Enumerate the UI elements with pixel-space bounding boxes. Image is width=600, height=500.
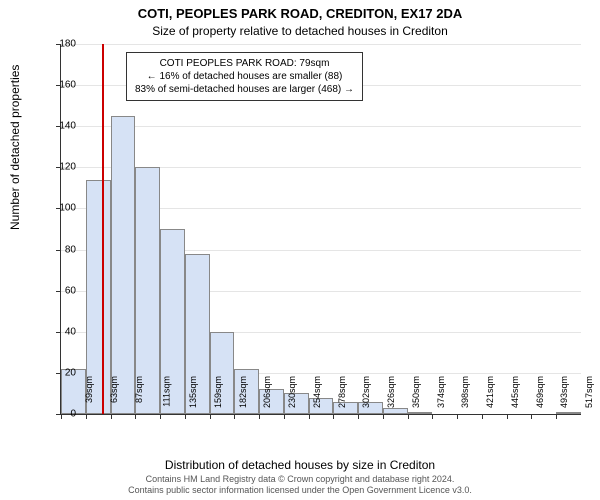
x-tick-label: 278sqm — [337, 376, 347, 408]
x-tick-label: 517sqm — [584, 376, 594, 408]
histogram-bar — [556, 412, 581, 414]
x-tick-mark — [408, 414, 409, 419]
x-tick-mark — [531, 414, 532, 419]
annotation-line1: COTI PEOPLES PARK ROAD: 79sqm — [135, 57, 354, 70]
x-tick-mark — [210, 414, 211, 419]
x-tick-label: 374sqm — [436, 376, 446, 408]
chart-container: COTI, PEOPLES PARK ROAD, CREDITON, EX17 … — [0, 0, 600, 500]
grid-line — [61, 44, 581, 45]
y-tick-label: 140 — [46, 121, 76, 132]
x-tick-label: 63sqm — [109, 376, 119, 403]
attribution-line1: Contains HM Land Registry data © Crown c… — [0, 474, 600, 485]
y-tick-label: 120 — [46, 162, 76, 173]
x-tick-label: 230sqm — [287, 376, 297, 408]
x-tick-mark — [432, 414, 433, 419]
chart-title-main: COTI, PEOPLES PARK ROAD, CREDITON, EX17 … — [0, 6, 600, 21]
histogram-bar — [111, 116, 136, 414]
grid-line — [61, 126, 581, 127]
x-tick-label: 206sqm — [262, 376, 272, 408]
x-tick-label: 398sqm — [460, 376, 470, 408]
attribution-line2: Contains public sector information licen… — [0, 485, 600, 496]
x-tick-label: 182sqm — [238, 376, 248, 408]
x-tick-label: 302sqm — [361, 376, 371, 408]
y-tick-label: 40 — [46, 326, 76, 337]
annotation-box: COTI PEOPLES PARK ROAD: 79sqm← 16% of de… — [126, 52, 363, 101]
y-tick-label: 20 — [46, 367, 76, 378]
x-tick-mark — [185, 414, 186, 419]
x-tick-label: 421sqm — [485, 376, 495, 408]
x-tick-mark — [482, 414, 483, 419]
x-tick-mark — [358, 414, 359, 419]
x-tick-mark — [457, 414, 458, 419]
x-tick-label: 39sqm — [84, 376, 94, 403]
chart-title-sub: Size of property relative to detached ho… — [0, 24, 600, 38]
y-tick-label: 80 — [46, 244, 76, 255]
x-tick-label: 111sqm — [162, 376, 172, 407]
x-tick-label: 135sqm — [188, 376, 198, 408]
histogram-bar — [383, 408, 408, 414]
x-tick-mark — [259, 414, 260, 419]
x-tick-mark — [309, 414, 310, 419]
y-tick-label: 100 — [46, 203, 76, 214]
y-tick-label: 60 — [46, 285, 76, 296]
x-tick-mark — [160, 414, 161, 419]
x-tick-mark — [507, 414, 508, 419]
x-tick-label: 445sqm — [510, 376, 520, 408]
x-tick-mark — [86, 414, 87, 419]
x-axis-label: Distribution of detached houses by size … — [0, 458, 600, 472]
attribution: Contains HM Land Registry data © Crown c… — [0, 474, 600, 496]
x-tick-label: 493sqm — [560, 376, 570, 408]
annotation-line2: ← 16% of detached houses are smaller (88… — [135, 70, 354, 83]
y-axis-label: Number of detached properties — [8, 65, 22, 230]
reference-line — [102, 44, 104, 414]
x-tick-mark — [556, 414, 557, 419]
y-tick-label: 0 — [46, 409, 76, 420]
x-tick-mark — [111, 414, 112, 419]
x-tick-label: 254sqm — [312, 376, 322, 408]
x-tick-mark — [135, 414, 136, 419]
x-tick-mark — [383, 414, 384, 419]
x-tick-label: 469sqm — [535, 376, 545, 408]
x-tick-label: 326sqm — [386, 376, 396, 408]
x-tick-mark — [284, 414, 285, 419]
y-tick-label: 180 — [46, 39, 76, 50]
y-tick-label: 160 — [46, 80, 76, 91]
x-tick-label: 159sqm — [213, 376, 223, 408]
x-tick-mark — [333, 414, 334, 419]
x-tick-label: 87sqm — [134, 376, 144, 403]
plot-area: COTI PEOPLES PARK ROAD: 79sqm← 16% of de… — [60, 44, 581, 415]
histogram-bar — [408, 412, 433, 414]
x-tick-mark — [234, 414, 235, 419]
x-tick-label: 350sqm — [411, 376, 421, 408]
annotation-line3: 83% of semi-detached houses are larger (… — [135, 83, 354, 96]
